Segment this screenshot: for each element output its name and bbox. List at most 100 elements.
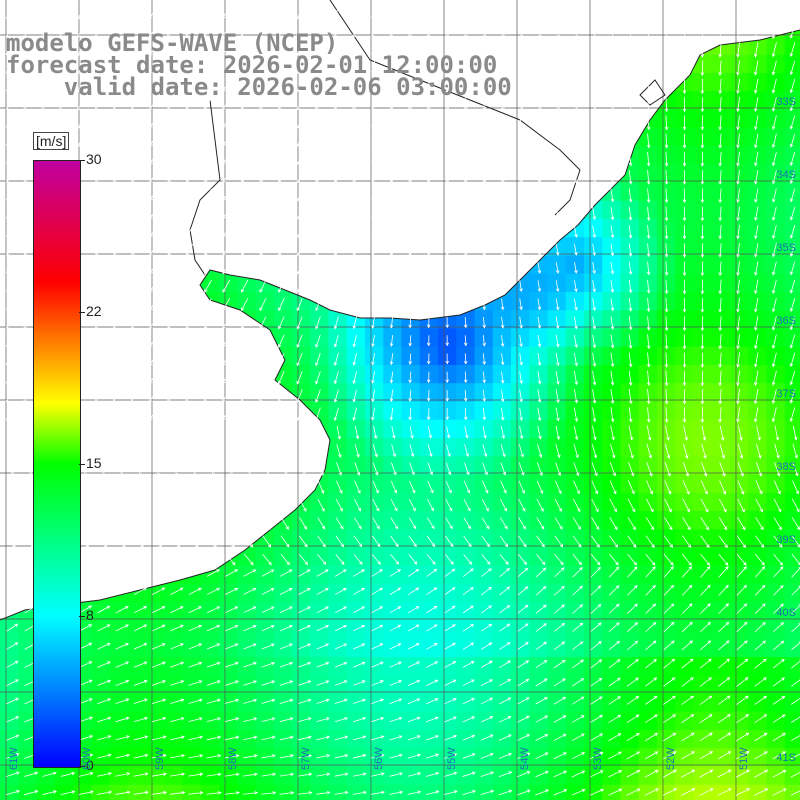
- wind-arrow-head: [753, 17, 758, 22]
- wind-arrow: [296, 42, 303, 56]
- wind-arrow: [296, 97, 303, 111]
- wind-arrow-head: [789, 125, 794, 130]
- wind-arrow-head: [682, 54, 687, 58]
- field-cell: [438, 565, 457, 585]
- wind-arrow-head: [185, 106, 189, 111]
- field-cell: [346, 565, 366, 585]
- wind-arrow-head: [59, 53, 63, 57]
- wind-arrow-head: [315, 70, 319, 75]
- wind-arrow-head: [682, 90, 687, 95]
- field-cell: [511, 711, 530, 731]
- wind-arrow: [665, 23, 668, 39]
- field-cell: [784, 748, 800, 768]
- field-cell: [584, 693, 603, 713]
- wind-arrow-head: [77, 107, 81, 112]
- wind-arrow: [353, 115, 357, 129]
- field-cell: [91, 602, 111, 622]
- wind-arrow: [409, 60, 412, 74]
- wind-arrow-head: [628, 126, 633, 131]
- field-cell: [200, 273, 220, 293]
- wind-arrow-head: [789, 16, 794, 21]
- wind-arrow: [59, 5, 66, 20]
- wind-arrow-head: [277, 106, 282, 111]
- wind-arrow-head: [700, 54, 705, 58]
- wind-arrow-head: [23, 53, 27, 57]
- wind-arrow-head: [389, 143, 394, 148]
- wind-arrow-head: [664, 126, 669, 131]
- field-cell: [730, 784, 749, 800]
- wind-arrow-head: [464, 89, 468, 93]
- field-cell: [675, 730, 695, 749]
- wind-arrow-head: [464, 52, 468, 57]
- river-border: [189, 99, 221, 276]
- wind-arrow-head: [241, 124, 245, 129]
- field-cell: [784, 675, 800, 695]
- wind-arrow-head: [519, 125, 524, 130]
- wind-arrow: [296, 115, 303, 129]
- wind-arrow: [149, 79, 158, 93]
- wind-arrow: [42, 78, 47, 93]
- wind-arrow-head: [445, 34, 450, 39]
- wind-arrow: [315, 97, 321, 111]
- wind-arrow: [41, 42, 47, 57]
- field-cell: [547, 638, 567, 658]
- wind-arrow-head: [646, 72, 651, 76]
- wind-arrow-head: [204, 88, 208, 93]
- wind-arrow-head: [389, 107, 394, 111]
- wind-arrow-head: [149, 125, 153, 129]
- field-cell: [255, 584, 275, 603]
- wind-arrow-head: [371, 143, 375, 148]
- wind-arrow: [647, 60, 650, 75]
- field-cell: [784, 730, 800, 749]
- field-cell: [383, 565, 403, 585]
- field-cell: [255, 565, 275, 585]
- wind-arrow: [790, 78, 796, 93]
- wind-arrow-head: [259, 15, 263, 20]
- field-cell: [730, 766, 749, 786]
- wind-arrow: [95, 133, 103, 147]
- field-cell: [237, 565, 257, 585]
- field-cell: [328, 784, 348, 800]
- field-cell: [584, 675, 603, 695]
- field-cell: [602, 657, 622, 676]
- wind-arrow: [519, 5, 523, 20]
- wind-arrow-head: [185, 125, 189, 129]
- wind-arrow-head: [41, 125, 45, 130]
- field-cell: [784, 784, 800, 800]
- wind-arrow-head: [556, 53, 560, 57]
- wind-arrow-head: [426, 70, 431, 75]
- wind-arrow-head: [131, 88, 135, 93]
- wind-arrow-head: [113, 34, 117, 39]
- field-cell: [310, 602, 330, 622]
- wind-arrow: [371, 24, 376, 38]
- wind-arrow: [95, 60, 103, 75]
- wind-arrow-head: [315, 16, 319, 20]
- wind-arrow-head: [389, 34, 394, 39]
- wind-arrow: [113, 42, 121, 56]
- wind-arrow-head: [610, 53, 615, 58]
- wind-arrow-head: [646, 108, 651, 113]
- wind-arrow: [222, 79, 231, 92]
- wind-arrow-head: [23, 34, 27, 39]
- field-cell: [657, 784, 676, 800]
- field-cell: [602, 693, 622, 713]
- field-cell: [784, 438, 800, 457]
- wind-arrow: [409, 42, 412, 56]
- wind-arrow: [390, 42, 394, 56]
- field-cell: [748, 784, 768, 800]
- field-cell: [584, 730, 603, 749]
- field-cell: [657, 766, 676, 786]
- wind-arrow: [482, 79, 485, 93]
- field-cell: [620, 784, 640, 800]
- field-cell: [693, 784, 713, 800]
- field-cell: [419, 620, 439, 640]
- wind-arrow: [59, 24, 66, 38]
- wind-arrow: [204, 42, 212, 56]
- field-cell: [219, 784, 238, 800]
- wind-arrow-head: [315, 52, 319, 57]
- wind-arrow: [537, 60, 541, 75]
- field-cell: [73, 784, 92, 800]
- wind-arrow-head: [537, 53, 542, 57]
- wind-arrow: [24, 5, 29, 20]
- field-cell: [638, 784, 658, 800]
